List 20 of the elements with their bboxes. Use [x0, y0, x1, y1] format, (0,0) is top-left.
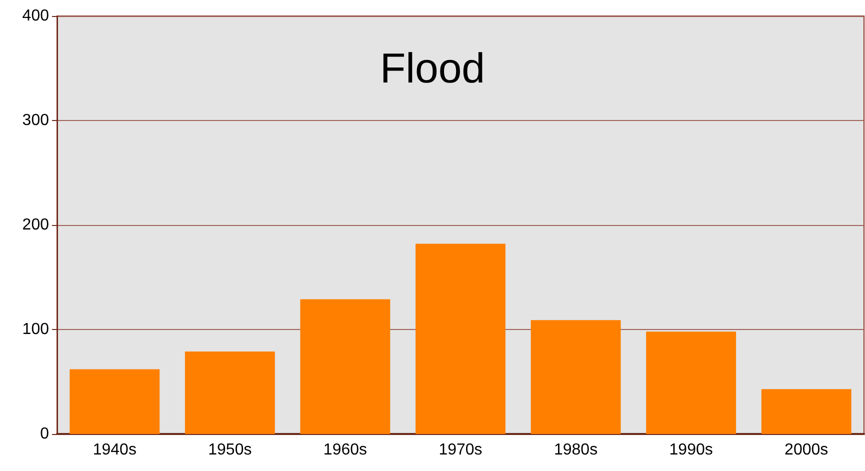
- bar: [416, 244, 506, 434]
- bar: [530, 320, 621, 434]
- text: Flood: [380, 44, 486, 92]
- y-tick-label: 0: [40, 426, 50, 442]
- x-tick-label: 2000s: [784, 442, 828, 458]
- x-tick-label: 1970s: [438, 442, 482, 458]
- y-tick-label: 100: [22, 321, 50, 338]
- x-tick-label: 1990s: [669, 442, 713, 458]
- x-tick-label: 1960s: [323, 442, 368, 458]
- x-tick-label: 1950s: [208, 442, 252, 458]
- y-tick-label: 200: [22, 216, 50, 234]
- x-tick-label: 1940s: [92, 442, 136, 458]
- x-tick-label: 1980s: [554, 442, 598, 458]
- bar: [300, 299, 390, 434]
- y-tick-label: 400: [22, 8, 50, 24]
- y-tick-label: 300: [22, 112, 50, 129]
- bar: [184, 351, 275, 434]
- bar: [646, 332, 736, 434]
- bar: [70, 369, 160, 434]
- bar: [761, 389, 852, 434]
